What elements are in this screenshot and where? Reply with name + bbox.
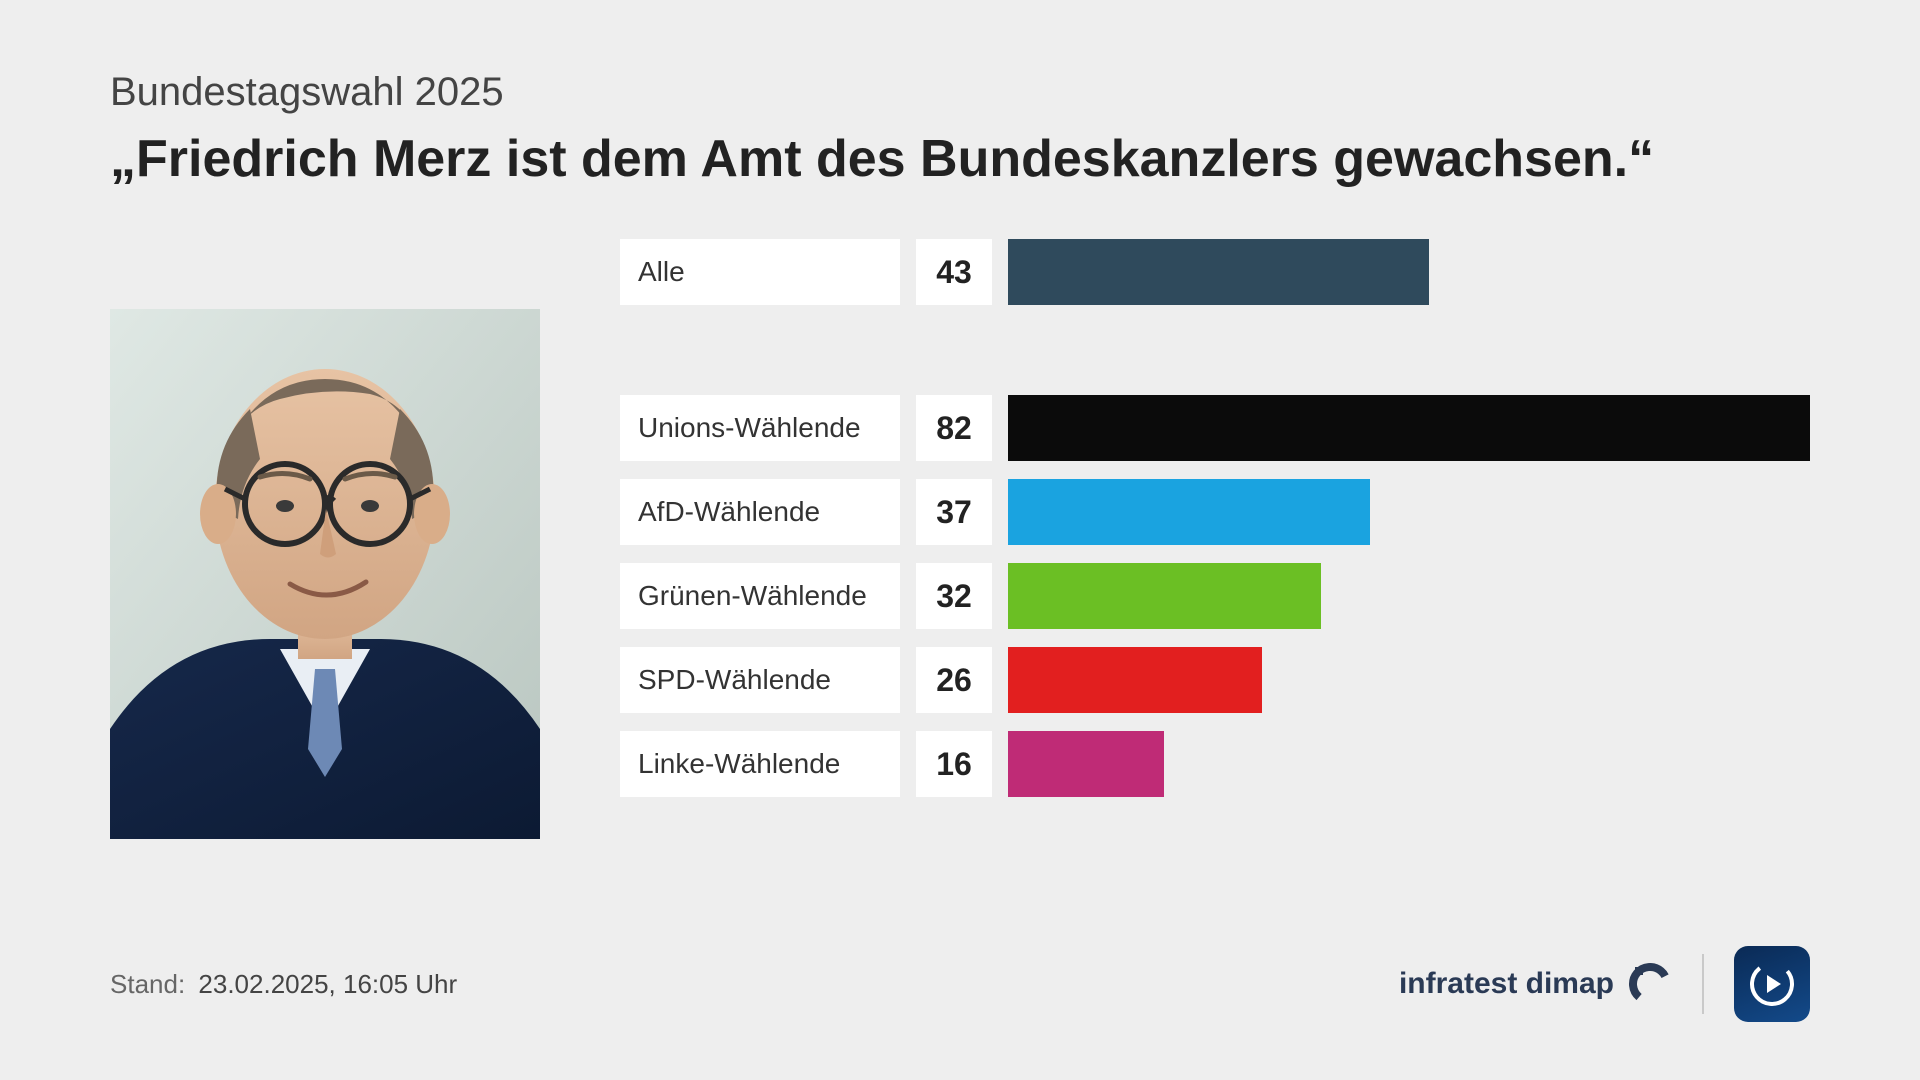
row-label: Linke-Wählende xyxy=(620,731,900,797)
bar-area xyxy=(1008,395,1810,461)
page-title: „Friedrich Merz ist dem Amt des Bundeska… xyxy=(110,129,1810,189)
row-label: Alle xyxy=(620,239,900,305)
portrait-image xyxy=(110,309,540,839)
logo-divider xyxy=(1702,954,1704,1014)
row-value: 82 xyxy=(916,395,992,461)
infratest-label: infratest dimap xyxy=(1399,967,1614,1001)
bar xyxy=(1008,479,1370,545)
footer: Stand: 23.02.2025, 16:05 Uhr infratest d… xyxy=(110,946,1810,1022)
infratest-icon xyxy=(1628,962,1672,1006)
bar-area xyxy=(1008,647,1810,713)
chart-row: SPD-Wählende26 xyxy=(620,647,1810,713)
row-value: 32 xyxy=(916,563,992,629)
bar-area xyxy=(1008,563,1810,629)
stand-label: Stand: xyxy=(110,969,185,999)
stand-text: Stand: 23.02.2025, 16:05 Uhr xyxy=(110,969,457,1000)
bar xyxy=(1008,647,1262,713)
chart-row: AfD-Wählende37 xyxy=(620,479,1810,545)
infratest-logo: infratest dimap xyxy=(1399,962,1672,1006)
bar-area xyxy=(1008,239,1810,305)
row-label: Unions-Wählende xyxy=(620,395,900,461)
stand-value: 23.02.2025, 16:05 Uhr xyxy=(198,969,457,999)
row-value: 43 xyxy=(916,239,992,305)
logo-group: infratest dimap xyxy=(1399,946,1810,1022)
chart-row: Alle43 xyxy=(620,239,1810,305)
chart-row: Grünen-Wählende32 xyxy=(620,563,1810,629)
bar-chart: Alle43Unions-Wählende82AfD-Wählende37Grü… xyxy=(620,239,1810,815)
bar xyxy=(1008,731,1164,797)
ard-icon xyxy=(1747,959,1797,1009)
bar xyxy=(1008,239,1429,305)
ard-logo xyxy=(1734,946,1810,1022)
suptitle: Bundestagswahl 2025 xyxy=(110,70,1810,115)
row-value: 16 xyxy=(916,731,992,797)
bar xyxy=(1008,395,1810,461)
row-label: Grünen-Wählende xyxy=(620,563,900,629)
chart-row: Linke-Wählende16 xyxy=(620,731,1810,797)
portrait-svg xyxy=(110,309,540,839)
row-value: 26 xyxy=(916,647,992,713)
row-value: 37 xyxy=(916,479,992,545)
bar-area xyxy=(1008,731,1810,797)
row-label: SPD-Wählende xyxy=(620,647,900,713)
bar-area xyxy=(1008,479,1810,545)
bar xyxy=(1008,563,1321,629)
row-label: AfD-Wählende xyxy=(620,479,900,545)
chart-row: Unions-Wählende82 xyxy=(620,395,1810,461)
